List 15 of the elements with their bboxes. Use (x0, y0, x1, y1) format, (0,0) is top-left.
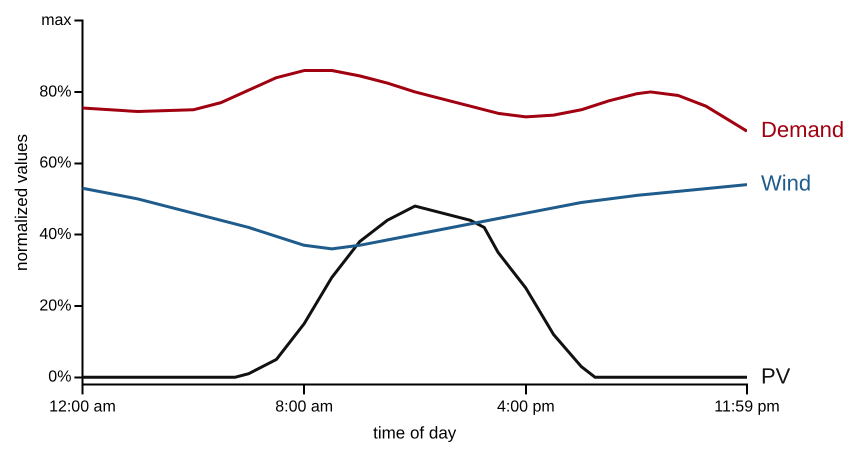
y-tick-label: 20% (39, 297, 72, 314)
y-tick-label: max (41, 12, 72, 30)
x-tick-label: 8:00 am (275, 398, 334, 416)
x-axis-title: time of day (373, 423, 457, 442)
y-tick-label: 40% (39, 226, 72, 244)
x-tick-label: 12:00 am (49, 398, 116, 416)
y-tick-label: 80% (39, 83, 72, 100)
series-label: Demand (761, 117, 844, 142)
series-label: Wind (761, 170, 812, 196)
y-tick-label: 60% (39, 154, 72, 172)
y-tick-label: 0% (48, 368, 72, 386)
x-tick-label: 11:59 pm (714, 398, 780, 416)
series-label: PV (761, 363, 791, 388)
x-tick-label: 4:00 pm (496, 398, 555, 416)
y-axis-title: normalized values (12, 134, 31, 272)
